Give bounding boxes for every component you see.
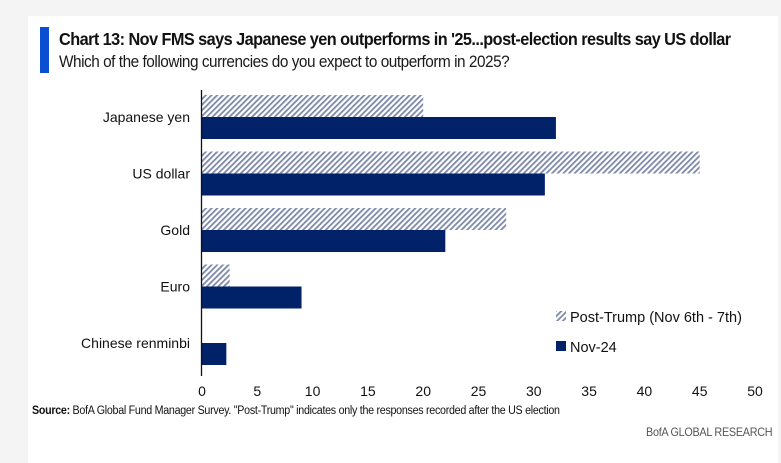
chart-subtitle: Which of the following currencies do you… xyxy=(59,53,510,71)
category-label-gold: Gold xyxy=(160,222,190,238)
category-labels: Japanese yen US dollar Gold Euro Chinese ren… xyxy=(81,109,190,351)
category-label-chinese-renminbi: Chinese renminbi xyxy=(81,335,190,351)
bar-japanese-yen-post-trump-nov-6th-7th xyxy=(202,95,424,117)
source-note: Source: BofA Global Fund Manager Survey.… xyxy=(32,405,560,417)
bar-euro-nov-24 xyxy=(202,286,302,309)
x-tick-40: 40 xyxy=(637,383,653,399)
category-label-us-dollar: US dollar xyxy=(132,166,190,182)
x-tick-50: 50 xyxy=(747,383,763,399)
x-tick-25: 25 xyxy=(471,383,487,399)
x-tick-45: 45 xyxy=(692,383,708,399)
x-tick-5: 5 xyxy=(253,383,261,399)
bar-chinese-renminbi-nov-24 xyxy=(202,343,227,365)
x-tick-35: 35 xyxy=(581,383,597,399)
bar-japanese-yen-nov-24 xyxy=(202,117,556,139)
x-tick-20: 20 xyxy=(415,383,431,399)
chart-title: Chart 13: Nov FMS says Japanese yen outp… xyxy=(59,29,731,49)
bar-euro-post-trump-nov-6th-7th xyxy=(202,264,230,287)
source-text: BofA Global Fund Manager Survey. "Post-T… xyxy=(69,405,560,417)
x-tick-0: 0 xyxy=(198,383,206,399)
legend-swatch-nov-24 xyxy=(556,341,566,351)
bar-us-dollar-post-trump-nov-6th-7th xyxy=(202,151,700,174)
x-tick-labels: 0 5 10 15 20 25 30 35 40 45 50 xyxy=(198,383,763,399)
category-label-japanese-yen: Japanese yen xyxy=(103,109,190,125)
brand-label: BofA GLOBAL RESEARCH xyxy=(645,425,773,439)
legend-label-nov-24: Nov-24 xyxy=(570,340,617,356)
x-tick-10: 10 xyxy=(305,383,321,399)
title-accent-bar xyxy=(40,27,49,73)
bar-us-dollar-nov-24 xyxy=(202,173,545,196)
legend: Post-Trump (Nov 6th - 7th) Nov-24 xyxy=(556,310,742,356)
legend-swatch-post-trump-nov-6th-7th xyxy=(556,311,566,321)
bar-gold-post-trump-nov-6th-7th xyxy=(202,208,507,230)
x-tick-30: 30 xyxy=(526,383,542,399)
legend-label-post-trump-nov-6th-7th: Post-Trump (Nov 6th - 7th) xyxy=(570,310,742,326)
source-label: Source: xyxy=(32,405,70,417)
x-tick-15: 15 xyxy=(360,383,376,399)
bar-gold-nov-24 xyxy=(202,230,446,252)
category-label-euro: Euro xyxy=(160,279,190,295)
chart-card: Chart 13: Nov FMS says Japanese yen outp… xyxy=(28,16,778,463)
bars xyxy=(202,95,700,365)
